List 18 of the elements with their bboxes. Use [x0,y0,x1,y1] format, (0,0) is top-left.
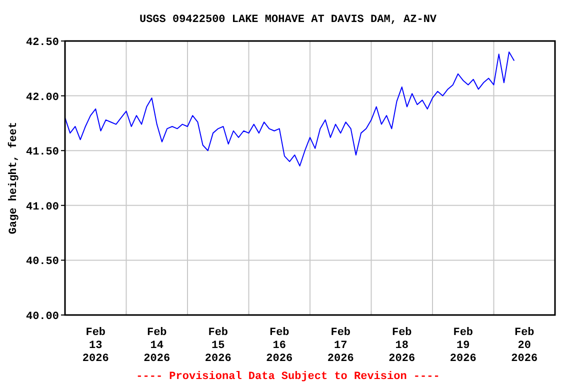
y-tick-label: 42.50 [26,37,59,49]
line-series [64,51,515,166]
y-tick-label: 40.50 [26,256,59,268]
text: ---- Provisional Data Subject to Revision ---- [136,371,440,383]
x-tick-label: Feb 14 2026 [144,327,170,365]
x-tick-label: Feb 17 2026 [327,327,354,365]
x-tick-label: Feb 18 2026 [388,327,416,365]
x-tick-label: Feb 20 2026 [511,327,538,365]
y-tick-label: 41.00 [26,201,59,214]
y-tick-label: 42.00 [26,92,59,104]
x-tick-label: Feb 19 2026 [450,327,476,365]
x-tick-label: Feb 16 2026 [266,327,293,365]
y-tick-label: 40.00 [26,311,59,323]
chart-title: USGS 09422500 LAKE MOHAVE AT DAVIS DAM, AZ-NV [139,14,437,26]
y-tick-label: 41.50 [26,146,59,159]
y-axis-title: Gage height, feet [7,122,20,234]
x-tick-label: Feb 15 2026 [204,327,232,365]
x-tick-label: Feb 13 2026 [82,327,109,365]
